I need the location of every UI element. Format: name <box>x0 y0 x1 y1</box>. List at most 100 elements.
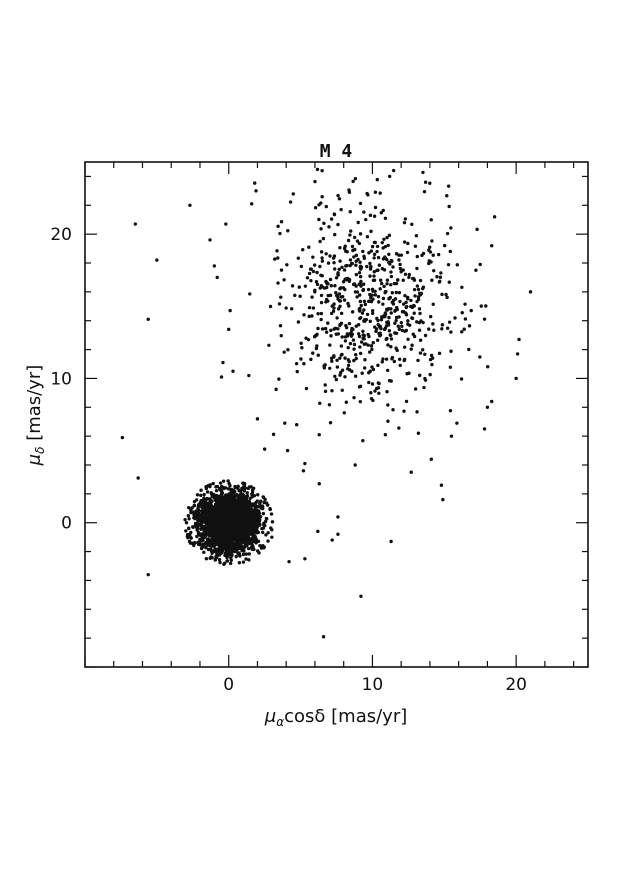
field-star-point <box>421 170 425 175</box>
cluster-member-point <box>241 560 246 564</box>
field-star-point <box>381 357 385 361</box>
cluster-member-point <box>202 499 207 504</box>
field-star-point <box>348 233 352 237</box>
cluster-member-point <box>218 500 223 505</box>
cluster-member-point <box>188 532 192 537</box>
outlier-point <box>429 457 434 461</box>
field-star-point <box>392 359 397 364</box>
field-star-point <box>368 274 372 278</box>
cluster-member-point <box>257 504 262 509</box>
field-star-point <box>409 298 413 303</box>
cluster-member-point <box>198 542 202 547</box>
field-star-point <box>342 298 347 302</box>
field-star-point <box>377 391 381 395</box>
cluster-member-point <box>243 524 247 528</box>
cluster-member-point <box>242 539 246 543</box>
field-star-point <box>320 259 325 263</box>
field-star-point <box>274 387 278 392</box>
field-star-point <box>394 346 398 350</box>
field-star-point <box>376 386 381 390</box>
field-star-point <box>299 357 303 361</box>
cluster-member-point <box>258 515 263 519</box>
field-star-point <box>343 287 347 292</box>
field-star-point <box>403 293 407 298</box>
field-star-point <box>347 304 351 308</box>
field-star-point <box>361 288 365 292</box>
field-star-point <box>354 356 358 361</box>
field-star-point <box>394 305 399 310</box>
field-star-point <box>376 318 380 323</box>
field-star-point <box>365 235 370 239</box>
field-star-point <box>344 249 348 253</box>
field-star-point <box>286 348 290 352</box>
cluster-member-point <box>205 490 210 494</box>
field-star-point <box>448 365 453 369</box>
field-star-point <box>431 356 435 360</box>
field-star-point <box>377 300 381 304</box>
cluster-member-point <box>239 513 243 518</box>
cluster-member-point <box>221 504 225 508</box>
field-star-point <box>358 316 362 321</box>
cluster-member-point <box>225 559 229 563</box>
field-star-point <box>432 328 436 332</box>
cluster-member-point <box>236 503 240 508</box>
field-star-point <box>311 306 316 310</box>
cluster-member-point <box>202 550 206 554</box>
field-star-point <box>315 332 319 337</box>
field-star-point <box>359 340 364 344</box>
cluster-member-point <box>215 536 219 540</box>
cluster-member-point <box>202 496 206 500</box>
cluster-member-point <box>204 557 209 561</box>
cluster-member-point <box>247 514 252 518</box>
field-star-point <box>376 255 381 260</box>
cluster-member-point <box>209 547 213 552</box>
cluster-member-point <box>210 512 214 516</box>
field-star-point <box>387 329 392 333</box>
field-star-point <box>321 236 326 241</box>
cluster-member-point <box>186 536 190 540</box>
field-star-point <box>307 245 311 249</box>
cluster-member-point <box>189 510 193 515</box>
field-star-point <box>375 177 379 182</box>
field-star-point <box>360 371 364 375</box>
axis-ticks <box>84 162 588 668</box>
field-star-point <box>358 260 362 264</box>
cluster-member-point <box>221 548 225 553</box>
field-star-point <box>336 222 340 227</box>
field-star-point <box>338 246 342 250</box>
outlier-point <box>317 482 321 486</box>
field-star-point <box>315 282 320 287</box>
field-star-point <box>418 338 423 342</box>
field-star-point <box>396 324 400 328</box>
cluster-member-point <box>232 491 236 495</box>
field-star-point <box>279 220 284 224</box>
field-star-point <box>343 244 347 248</box>
field-star-point <box>323 383 327 387</box>
field-star-point <box>339 344 344 348</box>
field-star-point <box>440 292 444 297</box>
outlier-point <box>439 483 444 487</box>
cluster-member-point <box>239 492 244 496</box>
field-star-point <box>282 278 286 282</box>
x-tick-label: 20 <box>505 675 527 695</box>
field-star-point <box>418 351 423 355</box>
field-star-point <box>478 355 482 359</box>
field-star-point <box>342 268 347 272</box>
cluster-member-point <box>239 534 244 539</box>
field-star-point <box>346 345 350 350</box>
field-star-point <box>289 307 294 311</box>
field-star-point <box>423 378 428 382</box>
field-star-point <box>311 351 315 355</box>
field-star-point <box>348 258 353 262</box>
field-star-point <box>296 320 301 324</box>
cluster-member-point <box>244 518 249 523</box>
outlier-point <box>321 635 326 639</box>
field-star-point <box>354 324 358 328</box>
field-star-point <box>398 262 402 267</box>
cluster-member-point <box>218 494 222 498</box>
field-star-point <box>344 400 349 404</box>
field-star-point <box>373 293 378 297</box>
cluster-member-point <box>208 519 212 523</box>
cluster-member-point <box>189 536 193 540</box>
cluster-member-point <box>257 523 262 527</box>
